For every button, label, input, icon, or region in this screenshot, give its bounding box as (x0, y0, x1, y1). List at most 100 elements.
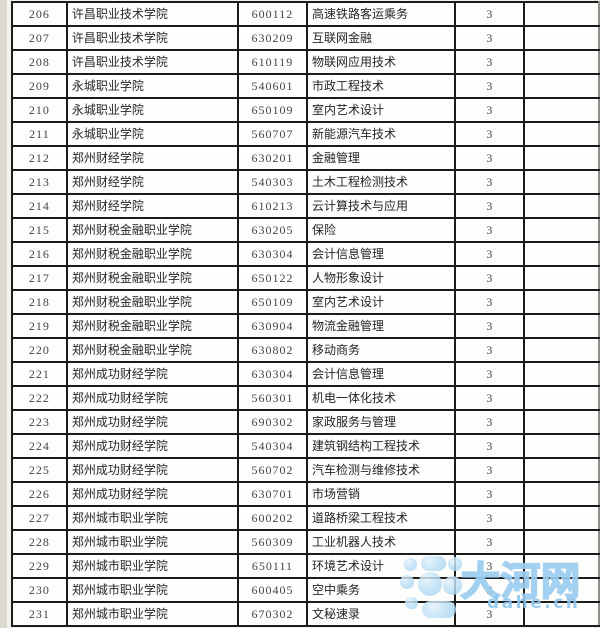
college-cell: 郑州财税金融职业学院 (65, 217, 239, 243)
count-cell: 3 (453, 577, 526, 603)
num-cell: 226 (11, 481, 68, 507)
college-cell: 郑州财税金融职业学院 (65, 337, 239, 363)
count-cell: 3 (453, 121, 526, 147)
num-cell: 212 (11, 145, 68, 171)
count-cell: 3 (453, 457, 526, 483)
major-cell: 机电一体化技术 (306, 385, 456, 411)
count-cell: 3 (453, 265, 526, 291)
note-cell (523, 313, 600, 339)
code-cell: 600202 (236, 505, 309, 531)
college-cell: 郑州城市职业学院 (65, 553, 239, 579)
college-cell: 郑州成功财经学院 (65, 361, 239, 387)
num-cell: 227 (11, 505, 68, 531)
table-row: 212 郑州财经学院 630201 金融管理 3 (11, 145, 600, 171)
num-cell: 230 (11, 577, 68, 603)
major-cell: 物联网应用技术 (306, 49, 456, 75)
count-cell: 3 (453, 529, 526, 555)
note-cell (523, 577, 600, 603)
note-cell (523, 289, 600, 315)
num-cell: 229 (11, 553, 68, 579)
table-row: 222 郑州成功财经学院 560301 机电一体化技术 3 (11, 385, 600, 411)
major-cell: 新能源汽车技术 (306, 121, 456, 147)
college-cell: 郑州城市职业学院 (65, 505, 239, 531)
note-cell (523, 505, 600, 531)
major-cell: 人物形象设计 (306, 265, 456, 291)
table-row: 225 郑州成功财经学院 560702 汽车检测与维修技术 3 (11, 457, 600, 483)
note-cell (523, 265, 600, 291)
num-cell: 220 (11, 337, 68, 363)
num-cell: 216 (11, 241, 68, 267)
table-row: 207 许昌职业技术学院 630209 互联网金融 3 (11, 25, 600, 51)
count-cell: 3 (453, 505, 526, 531)
major-cell: 文秘速录 (306, 601, 456, 627)
code-cell: 630304 (236, 241, 309, 267)
num-cell: 209 (11, 73, 68, 99)
code-cell: 630701 (236, 481, 309, 507)
major-cell: 物流金融管理 (306, 313, 456, 339)
note-cell (523, 49, 600, 75)
college-cell: 郑州城市职业学院 (65, 529, 239, 555)
note-cell (523, 409, 600, 435)
table-row: 228 郑州城市职业学院 560309 工业机器人技术 3 (11, 529, 600, 555)
code-cell: 630304 (236, 361, 309, 387)
count-cell: 3 (453, 553, 526, 579)
college-cell: 郑州成功财经学院 (65, 385, 239, 411)
code-cell: 560702 (236, 457, 309, 483)
num-cell: 211 (11, 121, 68, 147)
count-cell: 3 (453, 1, 526, 27)
count-cell: 3 (453, 361, 526, 387)
major-cell: 金融管理 (306, 145, 456, 171)
college-cell: 永城职业学院 (65, 121, 239, 147)
major-cell: 空中乘务 (306, 577, 456, 603)
note-cell (523, 601, 600, 627)
note-cell (523, 1, 600, 27)
note-cell (523, 241, 600, 267)
code-cell: 540304 (236, 433, 309, 459)
code-cell: 630802 (236, 337, 309, 363)
college-cell: 许昌职业技术学院 (65, 1, 239, 27)
table-row: 220 郑州财税金融职业学院 630802 移动商务 3 (11, 337, 600, 363)
num-cell: 217 (11, 265, 68, 291)
note-cell (523, 385, 600, 411)
major-cell: 市场营销 (306, 481, 456, 507)
major-cell: 会计信息管理 (306, 361, 456, 387)
note-cell (523, 97, 600, 123)
table-row: 227 郑州城市职业学院 600202 道路桥梁工程技术 3 (11, 505, 600, 531)
code-cell: 600112 (236, 1, 309, 27)
count-cell: 3 (453, 145, 526, 171)
note-cell (523, 529, 600, 555)
table-row: 209 永城职业学院 540601 市政工程技术 3 (11, 73, 600, 99)
note-cell (523, 121, 600, 147)
table-row: 223 郑州成功财经学院 690302 家政服务与管理 3 (11, 409, 600, 435)
num-cell: 206 (11, 1, 68, 27)
num-cell: 225 (11, 457, 68, 483)
count-cell: 3 (453, 169, 526, 195)
college-cell: 郑州城市职业学院 (65, 577, 239, 603)
code-cell: 630209 (236, 25, 309, 51)
num-cell: 213 (11, 169, 68, 195)
major-cell: 移动商务 (306, 337, 456, 363)
count-cell: 3 (453, 25, 526, 51)
code-cell: 650111 (236, 553, 309, 579)
count-cell: 3 (453, 289, 526, 315)
num-cell: 210 (11, 97, 68, 123)
table-row: 216 郑州财税金融职业学院 630304 会计信息管理 3 (11, 241, 600, 267)
college-cell: 郑州财税金融职业学院 (65, 241, 239, 267)
major-cell: 环境艺术设计 (306, 553, 456, 579)
college-cell: 郑州成功财经学院 (65, 457, 239, 483)
code-cell: 610213 (236, 193, 309, 219)
major-cell: 互联网金融 (306, 25, 456, 51)
count-cell: 3 (453, 49, 526, 75)
major-cell: 市政工程技术 (306, 73, 456, 99)
major-cell: 室内艺术设计 (306, 289, 456, 315)
table-row: 211 永城职业学院 560707 新能源汽车技术 3 (11, 121, 600, 147)
count-cell: 3 (453, 337, 526, 363)
college-cell: 许昌职业技术学院 (65, 49, 239, 75)
note-cell (523, 73, 600, 99)
college-cell: 永城职业学院 (65, 73, 239, 99)
code-cell: 560707 (236, 121, 309, 147)
code-cell: 650109 (236, 97, 309, 123)
num-cell: 221 (11, 361, 68, 387)
table-row: 219 郑州财税金融职业学院 630904 物流金融管理 3 (11, 313, 600, 339)
code-cell: 610119 (236, 49, 309, 75)
